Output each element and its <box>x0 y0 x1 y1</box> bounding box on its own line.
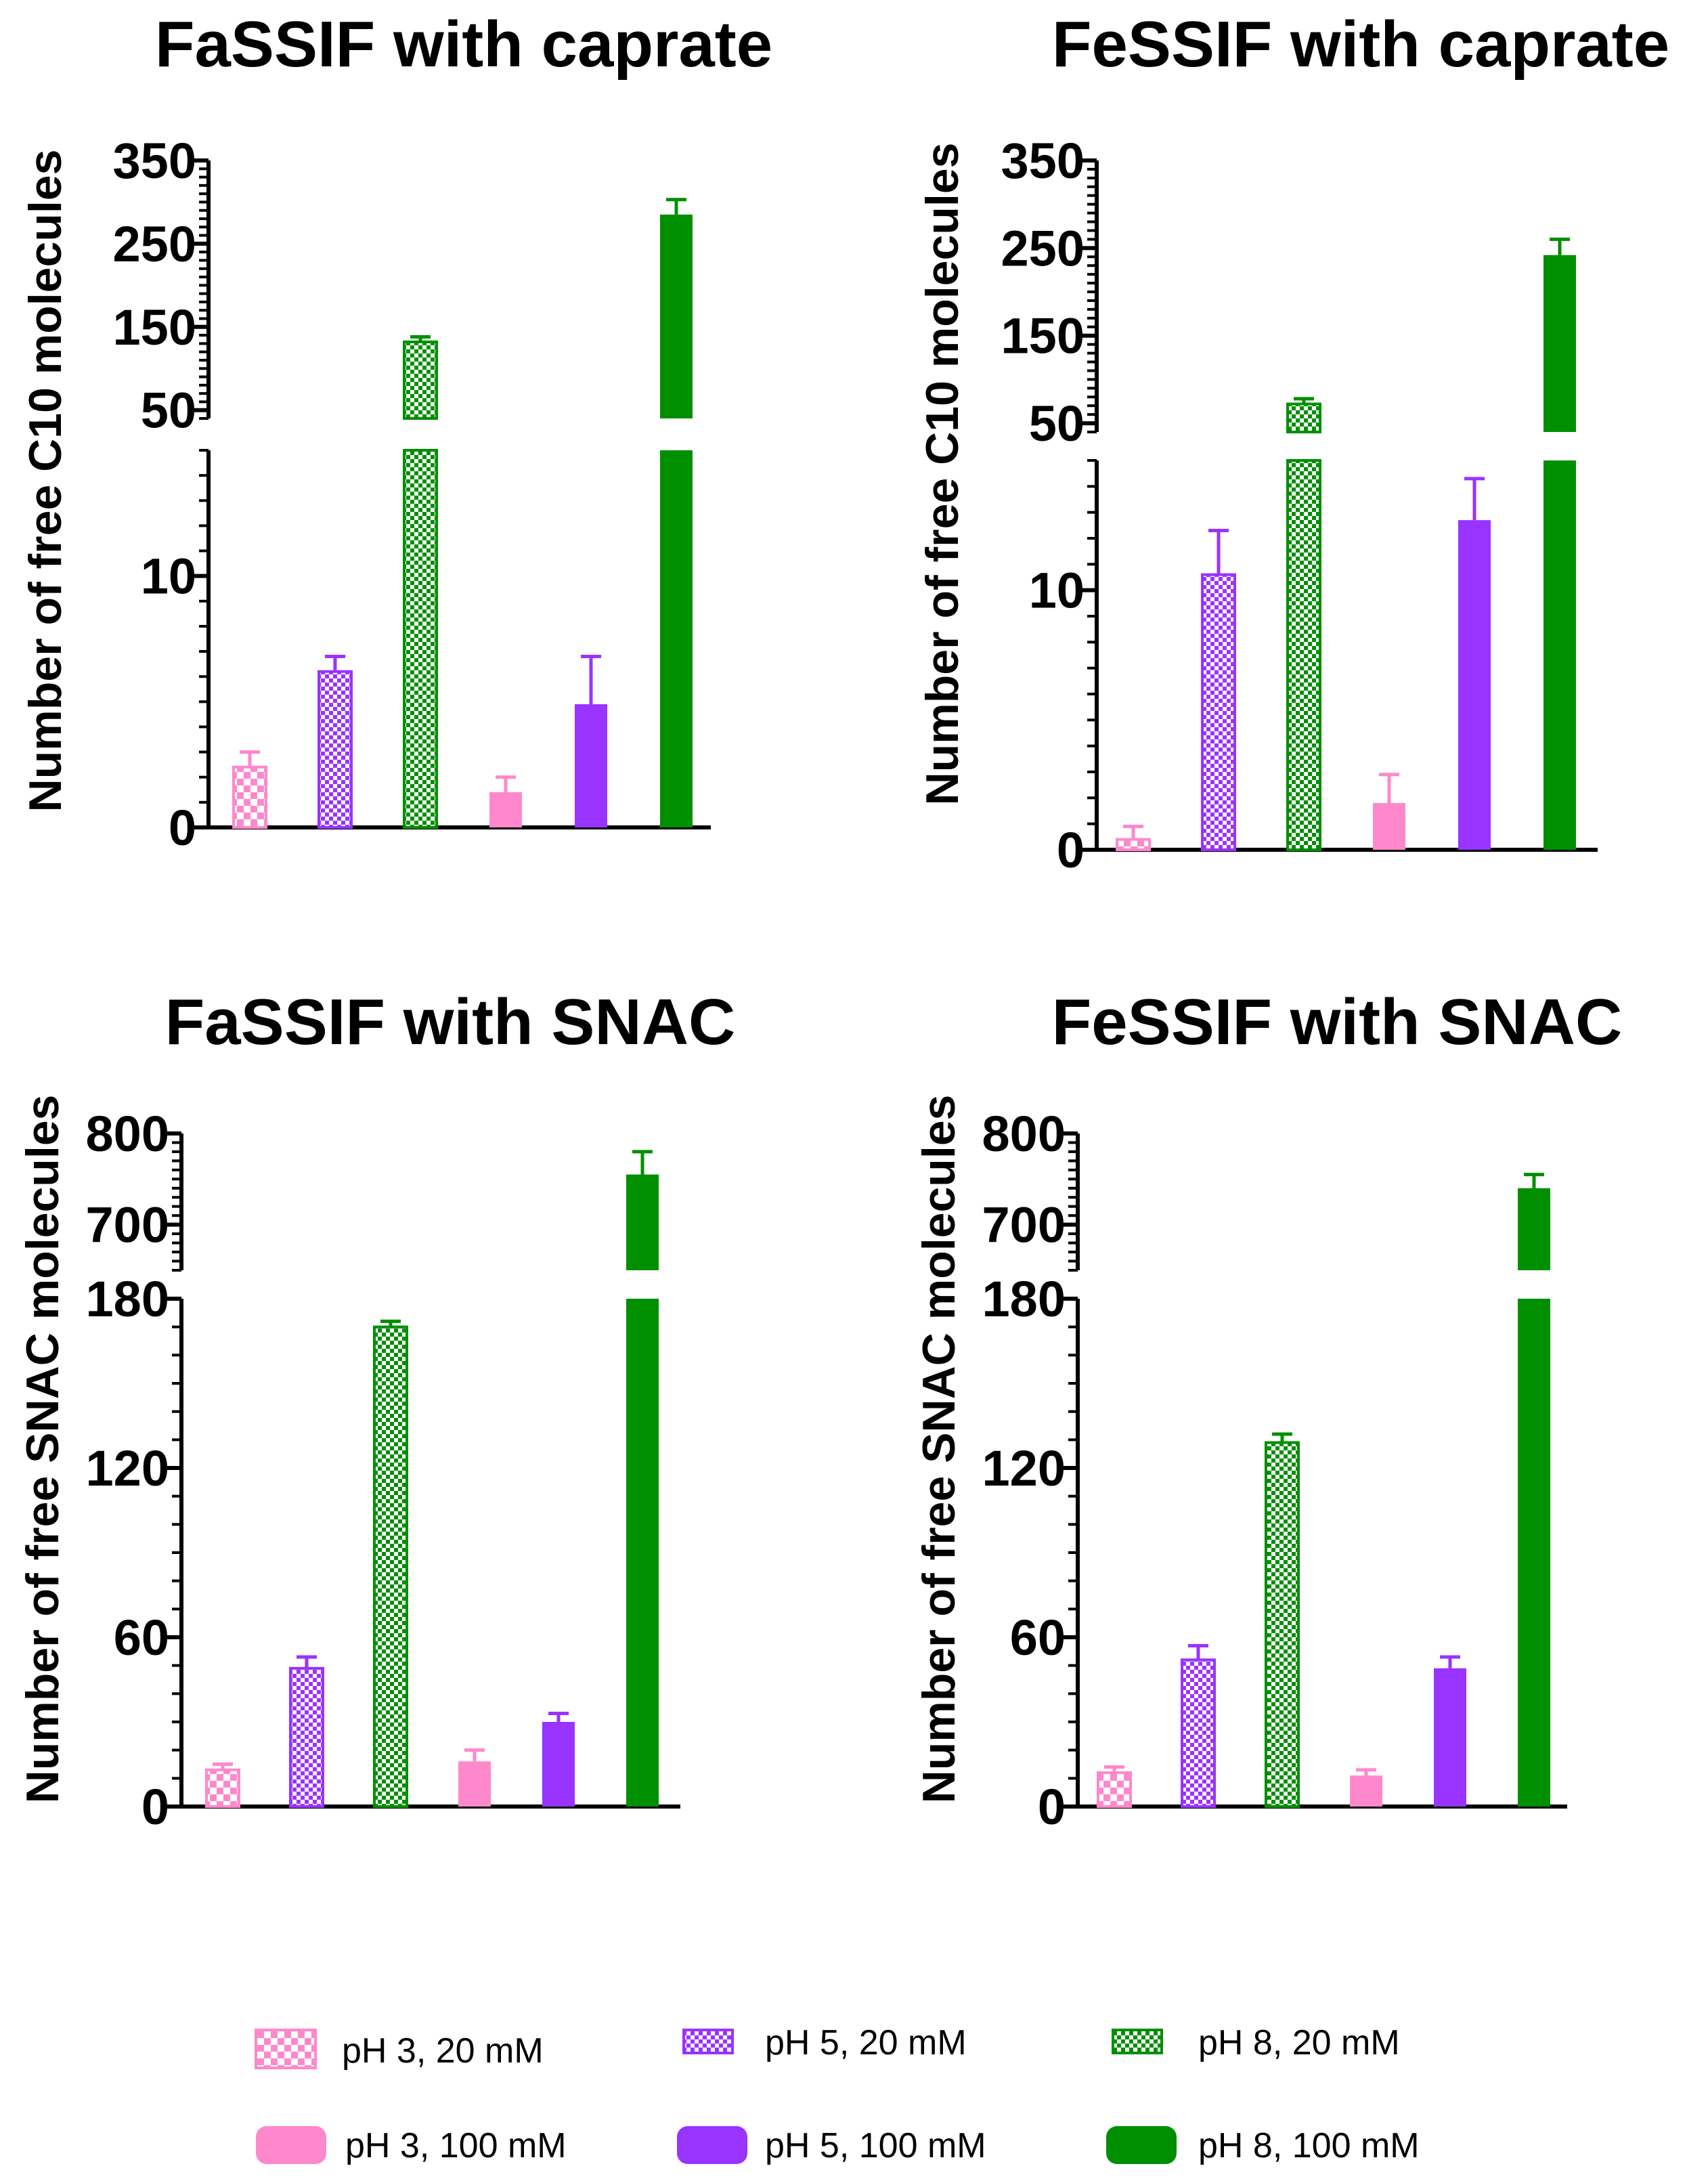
bar-5 <box>1458 520 1491 850</box>
legend-label: pH 8, 100 mM <box>1198 2126 1420 2165</box>
tick-label: 50 <box>1029 395 1085 452</box>
bar-4 <box>458 1761 491 1807</box>
y-axis-label: Number of free C10 molecules <box>20 150 71 813</box>
chart-fessif-snac: FeSSIF with SNAC Number of free SNAC mol… <box>913 986 1622 1835</box>
tick-label: 50 <box>141 383 196 439</box>
legend-item-ph5-100mm: pH 5, 100 mM <box>677 2126 986 2165</box>
tick-label: 60 <box>1010 1609 1066 1666</box>
tick-label: 120 <box>86 1440 169 1496</box>
tick-label: 0 <box>1038 1779 1066 1835</box>
tick-label: 150 <box>1001 308 1085 364</box>
legend-item-ph3-20mm: pH 3, 20 mM <box>255 2029 544 2071</box>
bar-3-upper <box>1286 402 1321 433</box>
tick-label: 10 <box>1029 563 1085 619</box>
bar-6 <box>660 450 693 827</box>
bar-3 <box>1286 459 1321 851</box>
legend-swatch <box>256 2126 326 2164</box>
legend-swatch <box>677 2126 747 2164</box>
legend-item-ph8-100mm: pH 8, 100 mM <box>1106 2126 1420 2165</box>
bar-3 <box>373 1325 408 1808</box>
tick-label: 0 <box>141 1779 169 1835</box>
y-axis-label: Number of free SNAC molecules <box>17 1095 68 1804</box>
tick-label: 0 <box>1057 822 1085 878</box>
bar-1 <box>1097 1771 1132 1808</box>
chart-fassif-snac: FaSSIF with SNAC Number of free SNAC mol… <box>17 986 735 1835</box>
bar-3-upper <box>403 340 438 420</box>
tick-label: 60 <box>114 1609 169 1666</box>
chart-fassif-caprate: FaSSIF with caprate Number of free C10 m… <box>20 8 772 856</box>
bar-1 <box>232 765 267 829</box>
chart-title: FaSSIF with caprate <box>155 8 772 81</box>
chart-title: FeSSIF with caprate <box>1052 8 1669 81</box>
tick-label: 350 <box>1001 133 1085 189</box>
legend-item-ph5-20mm: pH 5, 20 mM <box>682 2023 967 2062</box>
bar-6-upper <box>1518 1188 1550 1270</box>
bar-2 <box>289 1666 324 1808</box>
tick-label: 800 <box>982 1106 1066 1162</box>
bar-1 <box>205 1768 240 1808</box>
bar-5 <box>1434 1668 1466 1807</box>
legend-swatch <box>255 2029 317 2069</box>
legend-label: pH 3, 20 mM <box>342 2031 544 2071</box>
chart-title: FeSSIF with SNAC <box>1052 986 1623 1058</box>
tick-label: 350 <box>113 133 196 189</box>
tick-label: 700 <box>86 1197 169 1253</box>
tick-label: 0 <box>169 800 196 856</box>
bar-3 <box>1265 1441 1300 1808</box>
legend-swatch <box>1106 2126 1177 2164</box>
bar-2 <box>1181 1658 1216 1808</box>
bar-2 <box>317 670 353 829</box>
bar-6-upper <box>1543 255 1576 432</box>
legend-label: pH 5, 100 mM <box>765 2126 986 2165</box>
bar-4 <box>489 792 522 827</box>
tick-label: 800 <box>86 1106 169 1162</box>
tick-label: 180 <box>86 1271 169 1327</box>
y-axis-label: Number of free SNAC molecules <box>913 1095 965 1804</box>
bar-4 <box>1373 803 1405 850</box>
bar-6-upper <box>626 1174 659 1270</box>
legend: pH 3, 20 mM pH 5, 20 mM pH 8, 20 mM pH 3… <box>255 2023 1420 2165</box>
tick-label: 150 <box>113 299 196 355</box>
legend-label: pH 5, 20 mM <box>765 2023 967 2062</box>
chart-fessif-caprate: FeSSIF with caprate Number of free C10 m… <box>917 8 1669 878</box>
bar-6-upper <box>660 214 693 418</box>
legend-item-ph8-20mm: pH 8, 20 mM <box>1112 2023 1400 2062</box>
bar-3 <box>403 449 438 829</box>
bar-1 <box>1116 838 1151 851</box>
bar-5 <box>575 704 607 827</box>
tick-label: 250 <box>1001 220 1085 276</box>
legend-item-ph3-100mm: pH 3, 100 mM <box>256 2126 567 2165</box>
legend-label: pH 8, 20 mM <box>1198 2023 1400 2062</box>
legend-swatch <box>682 2029 734 2054</box>
y-axis-label: Number of free C10 molecules <box>917 143 968 806</box>
bar-6 <box>1543 460 1576 850</box>
tick-label: 120 <box>982 1440 1066 1496</box>
bar-4 <box>1350 1775 1382 1807</box>
chart-title: FaSSIF with SNAC <box>165 986 736 1058</box>
bar-6 <box>626 1299 659 1807</box>
legend-label: pH 3, 100 mM <box>345 2126 567 2165</box>
tick-label: 10 <box>141 548 196 605</box>
bar-5 <box>542 1722 575 1807</box>
tick-label: 250 <box>113 216 196 272</box>
bar-6 <box>1518 1299 1550 1807</box>
tick-label: 180 <box>982 1271 1066 1327</box>
bar-2 <box>1201 573 1236 852</box>
tick-label: 700 <box>982 1197 1066 1253</box>
legend-swatch <box>1112 2029 1163 2054</box>
